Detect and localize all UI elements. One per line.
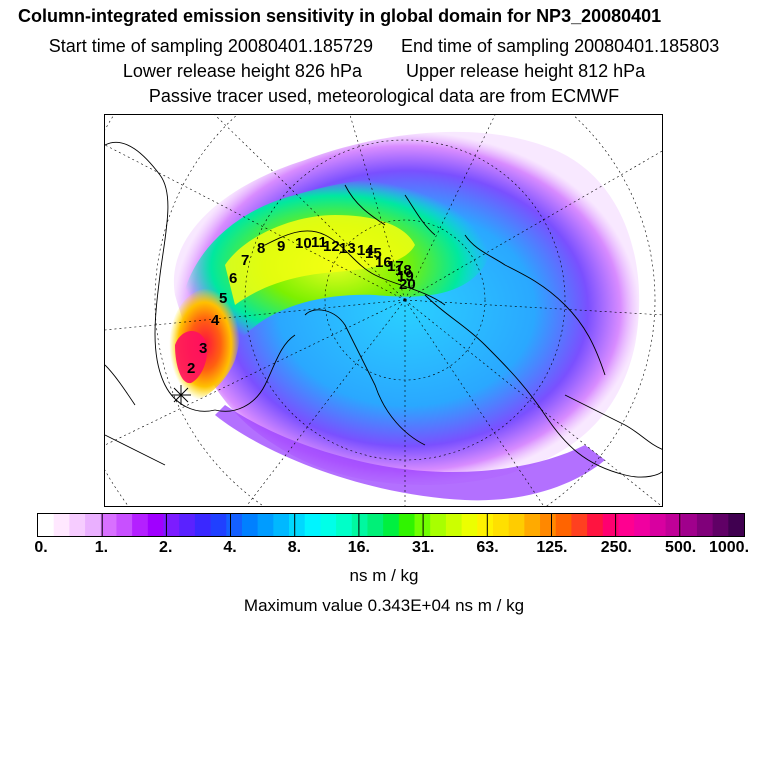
plume-red-patch (175, 330, 208, 384)
colorbar-swatch (289, 514, 306, 536)
colorbar-swatch (257, 514, 274, 536)
trajectory-label: 9 (277, 238, 285, 255)
colorbar-swatch (226, 514, 243, 536)
trajectory-label: 4 (211, 312, 220, 329)
trajectory-label: 20 (399, 276, 416, 293)
trajectory-label: 16 (375, 254, 392, 271)
colorbar-swatch (163, 514, 180, 536)
colorbar-tick-label: 250. (600, 539, 632, 556)
colorbar (37, 513, 745, 537)
trajectory-label: 2 (187, 360, 195, 377)
colorbar-swatch (273, 514, 290, 536)
graticule (105, 115, 662, 506)
trajectory-label: 5 (219, 290, 227, 307)
coastlines (105, 141, 662, 478)
trajectory-label: 17 (387, 258, 404, 275)
colorbar-tick-label: 31. (412, 539, 435, 556)
colorbar-swatch (649, 514, 667, 536)
trajectory-label: 18 (395, 262, 412, 279)
plot-title: Column-integrated emission sensitivity i… (18, 6, 662, 26)
colorbar-swatch (728, 514, 744, 536)
colorbar-swatch (304, 514, 321, 536)
emission-sensitivity-map: 2 3 4 5 6 7 8 9 10 11 12 13 14 15 16 17 18 19 20 (104, 114, 663, 507)
trajectory-label: 15 (365, 245, 382, 262)
colorbar-swatch (147, 514, 165, 536)
colorbar-tick-label: 0. (34, 539, 48, 556)
colorbar-swatches (38, 514, 744, 536)
trajectory-label: 3 (199, 340, 207, 357)
trajectory-label: 13 (339, 240, 356, 257)
colorbar-swatch (477, 514, 494, 536)
colorbar-swatch (681, 514, 698, 536)
colorbar-tick-label: 8. (287, 539, 302, 556)
colorbar-swatch (53, 514, 70, 536)
start-time-label: Start time of sampling 20080401.185729 (48, 36, 373, 56)
colorbar-tick-label: 1000. (708, 539, 750, 556)
trajectory-label: 10 (295, 235, 312, 252)
colorbar-swatch (194, 514, 212, 536)
colorbar-tick-label: 500. (665, 539, 697, 556)
release-height-line: Lower release height 826 hPa Upper releas… (0, 61, 768, 81)
trajectory-label: 11 (311, 234, 327, 251)
trajectory-label: 6 (229, 270, 237, 287)
colorbar-swatch (367, 514, 384, 536)
colorbar-swatch (85, 514, 102, 536)
colorbar-swatch (100, 514, 118, 536)
colorbar-swatch (445, 514, 463, 536)
colorbar-tick-label: 1. (94, 539, 109, 556)
colorbar-swatch (430, 514, 447, 536)
trajectory-label: 19 (397, 268, 414, 285)
colorbar-swatch (116, 514, 133, 536)
colorbar-tick-label: 4. (223, 539, 237, 556)
colorbar-swatch (38, 514, 55, 536)
colorbar-swatch (210, 514, 227, 536)
colorbar-swatch (571, 514, 588, 536)
colorbar-tick-label: 2. (159, 539, 173, 556)
colorbar-swatch (132, 514, 149, 536)
end-time-label: End time of sampling 20080401.185803 (401, 36, 720, 56)
colorbar-swatch (508, 514, 525, 536)
colorbar-swatch (618, 514, 635, 536)
colorbar-swatch (383, 514, 400, 536)
colorbar-units: ns m / kg (349, 566, 419, 585)
colorbar-swatch (540, 514, 557, 536)
plume-yellow-core (225, 215, 415, 305)
release-location-marker (171, 385, 191, 405)
trajectory-label: 12 (323, 238, 340, 255)
upper-release-height-label: Upper release height 812 hPa (406, 61, 646, 81)
colorbar-swatch (336, 514, 353, 536)
colorbar-tick-label: 125. (536, 539, 568, 556)
colorbar-swatch (712, 514, 729, 536)
colorbar-tick-label: 63. (476, 539, 499, 556)
colorbar-swatch (398, 514, 416, 536)
maximum-value-label: Maximum value 0.343E+04 ns m / kg (243, 596, 525, 615)
trajectory-label: 14 (357, 242, 374, 259)
trajectory-label: 7 (241, 252, 249, 269)
lower-release-height-label: Lower release height 826 hPa (122, 61, 362, 81)
colorbar-swatch (179, 514, 196, 536)
plume-lower-purple (215, 405, 605, 501)
colorbar-swatch (587, 514, 604, 536)
colorbar-swatch (602, 514, 620, 536)
colorbar-swatch (241, 514, 259, 536)
colorbar-swatch (696, 514, 714, 536)
colorbar-swatch (555, 514, 573, 536)
trajectory-label: 8 (257, 240, 265, 257)
sampling-time-line: Start time of sampling 20080401.185729 En… (0, 36, 768, 56)
colorbar-tick-label: 16. (347, 539, 370, 556)
colorbar-swatch (351, 514, 369, 536)
colorbar-swatch (461, 514, 478, 536)
tracer-info-line: Passive tracer used, meteorological data… (148, 86, 620, 106)
colorbar-swatch (69, 514, 86, 536)
colorbar-swatch (665, 514, 682, 536)
colorbar-swatch (634, 514, 651, 536)
colorbar-swatch (524, 514, 541, 536)
colorbar-swatch (492, 514, 510, 536)
colorbar-swatch (320, 514, 337, 536)
